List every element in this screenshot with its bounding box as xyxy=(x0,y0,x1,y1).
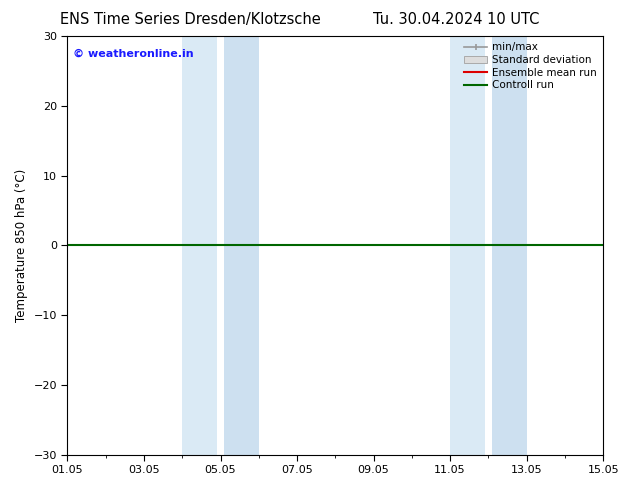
Bar xyxy=(450,36,484,455)
Bar xyxy=(492,36,527,455)
Text: ENS Time Series Dresden/Klotzsche: ENS Time Series Dresden/Klotzsche xyxy=(60,12,321,27)
Legend: min/max, Standard deviation, Ensemble mean run, Controll run: min/max, Standard deviation, Ensemble me… xyxy=(460,38,601,95)
Y-axis label: Temperature 850 hPa (°C): Temperature 850 hPa (°C) xyxy=(15,169,28,322)
Bar xyxy=(224,36,259,455)
Text: © weatheronline.in: © weatheronline.in xyxy=(73,49,193,59)
Bar xyxy=(182,36,217,455)
Text: Tu. 30.04.2024 10 UTC: Tu. 30.04.2024 10 UTC xyxy=(373,12,540,27)
